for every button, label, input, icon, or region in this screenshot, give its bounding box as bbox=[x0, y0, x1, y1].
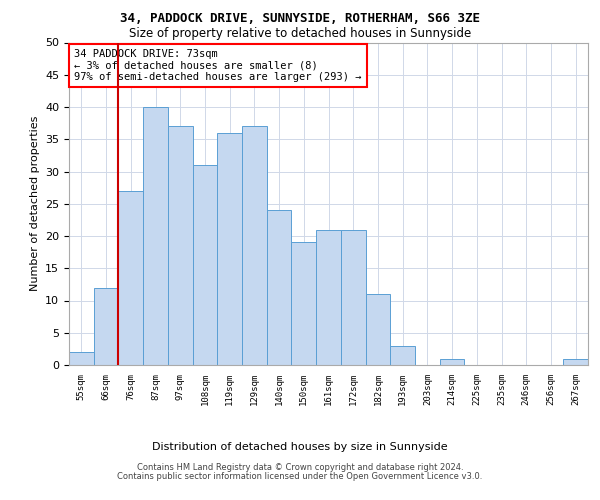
Bar bbox=[316, 230, 341, 365]
Bar bbox=[143, 107, 168, 365]
Bar bbox=[440, 358, 464, 365]
Bar bbox=[292, 242, 316, 365]
Text: 34 PADDOCK DRIVE: 73sqm
← 3% of detached houses are smaller (8)
97% of semi-deta: 34 PADDOCK DRIVE: 73sqm ← 3% of detached… bbox=[74, 49, 362, 82]
Bar bbox=[217, 133, 242, 365]
Bar bbox=[563, 358, 588, 365]
Text: Size of property relative to detached houses in Sunnyside: Size of property relative to detached ho… bbox=[129, 28, 471, 40]
Bar bbox=[118, 191, 143, 365]
Bar bbox=[341, 230, 365, 365]
Bar bbox=[69, 352, 94, 365]
Text: Contains public sector information licensed under the Open Government Licence v3: Contains public sector information licen… bbox=[118, 472, 482, 481]
Text: Distribution of detached houses by size in Sunnyside: Distribution of detached houses by size … bbox=[152, 442, 448, 452]
Bar bbox=[365, 294, 390, 365]
Bar bbox=[267, 210, 292, 365]
Text: Contains HM Land Registry data © Crown copyright and database right 2024.: Contains HM Land Registry data © Crown c… bbox=[137, 464, 463, 472]
Text: 34, PADDOCK DRIVE, SUNNYSIDE, ROTHERHAM, S66 3ZE: 34, PADDOCK DRIVE, SUNNYSIDE, ROTHERHAM,… bbox=[120, 12, 480, 26]
Bar bbox=[193, 165, 217, 365]
Bar bbox=[390, 346, 415, 365]
Bar bbox=[94, 288, 118, 365]
Bar bbox=[242, 126, 267, 365]
Y-axis label: Number of detached properties: Number of detached properties bbox=[29, 116, 40, 292]
Bar bbox=[168, 126, 193, 365]
